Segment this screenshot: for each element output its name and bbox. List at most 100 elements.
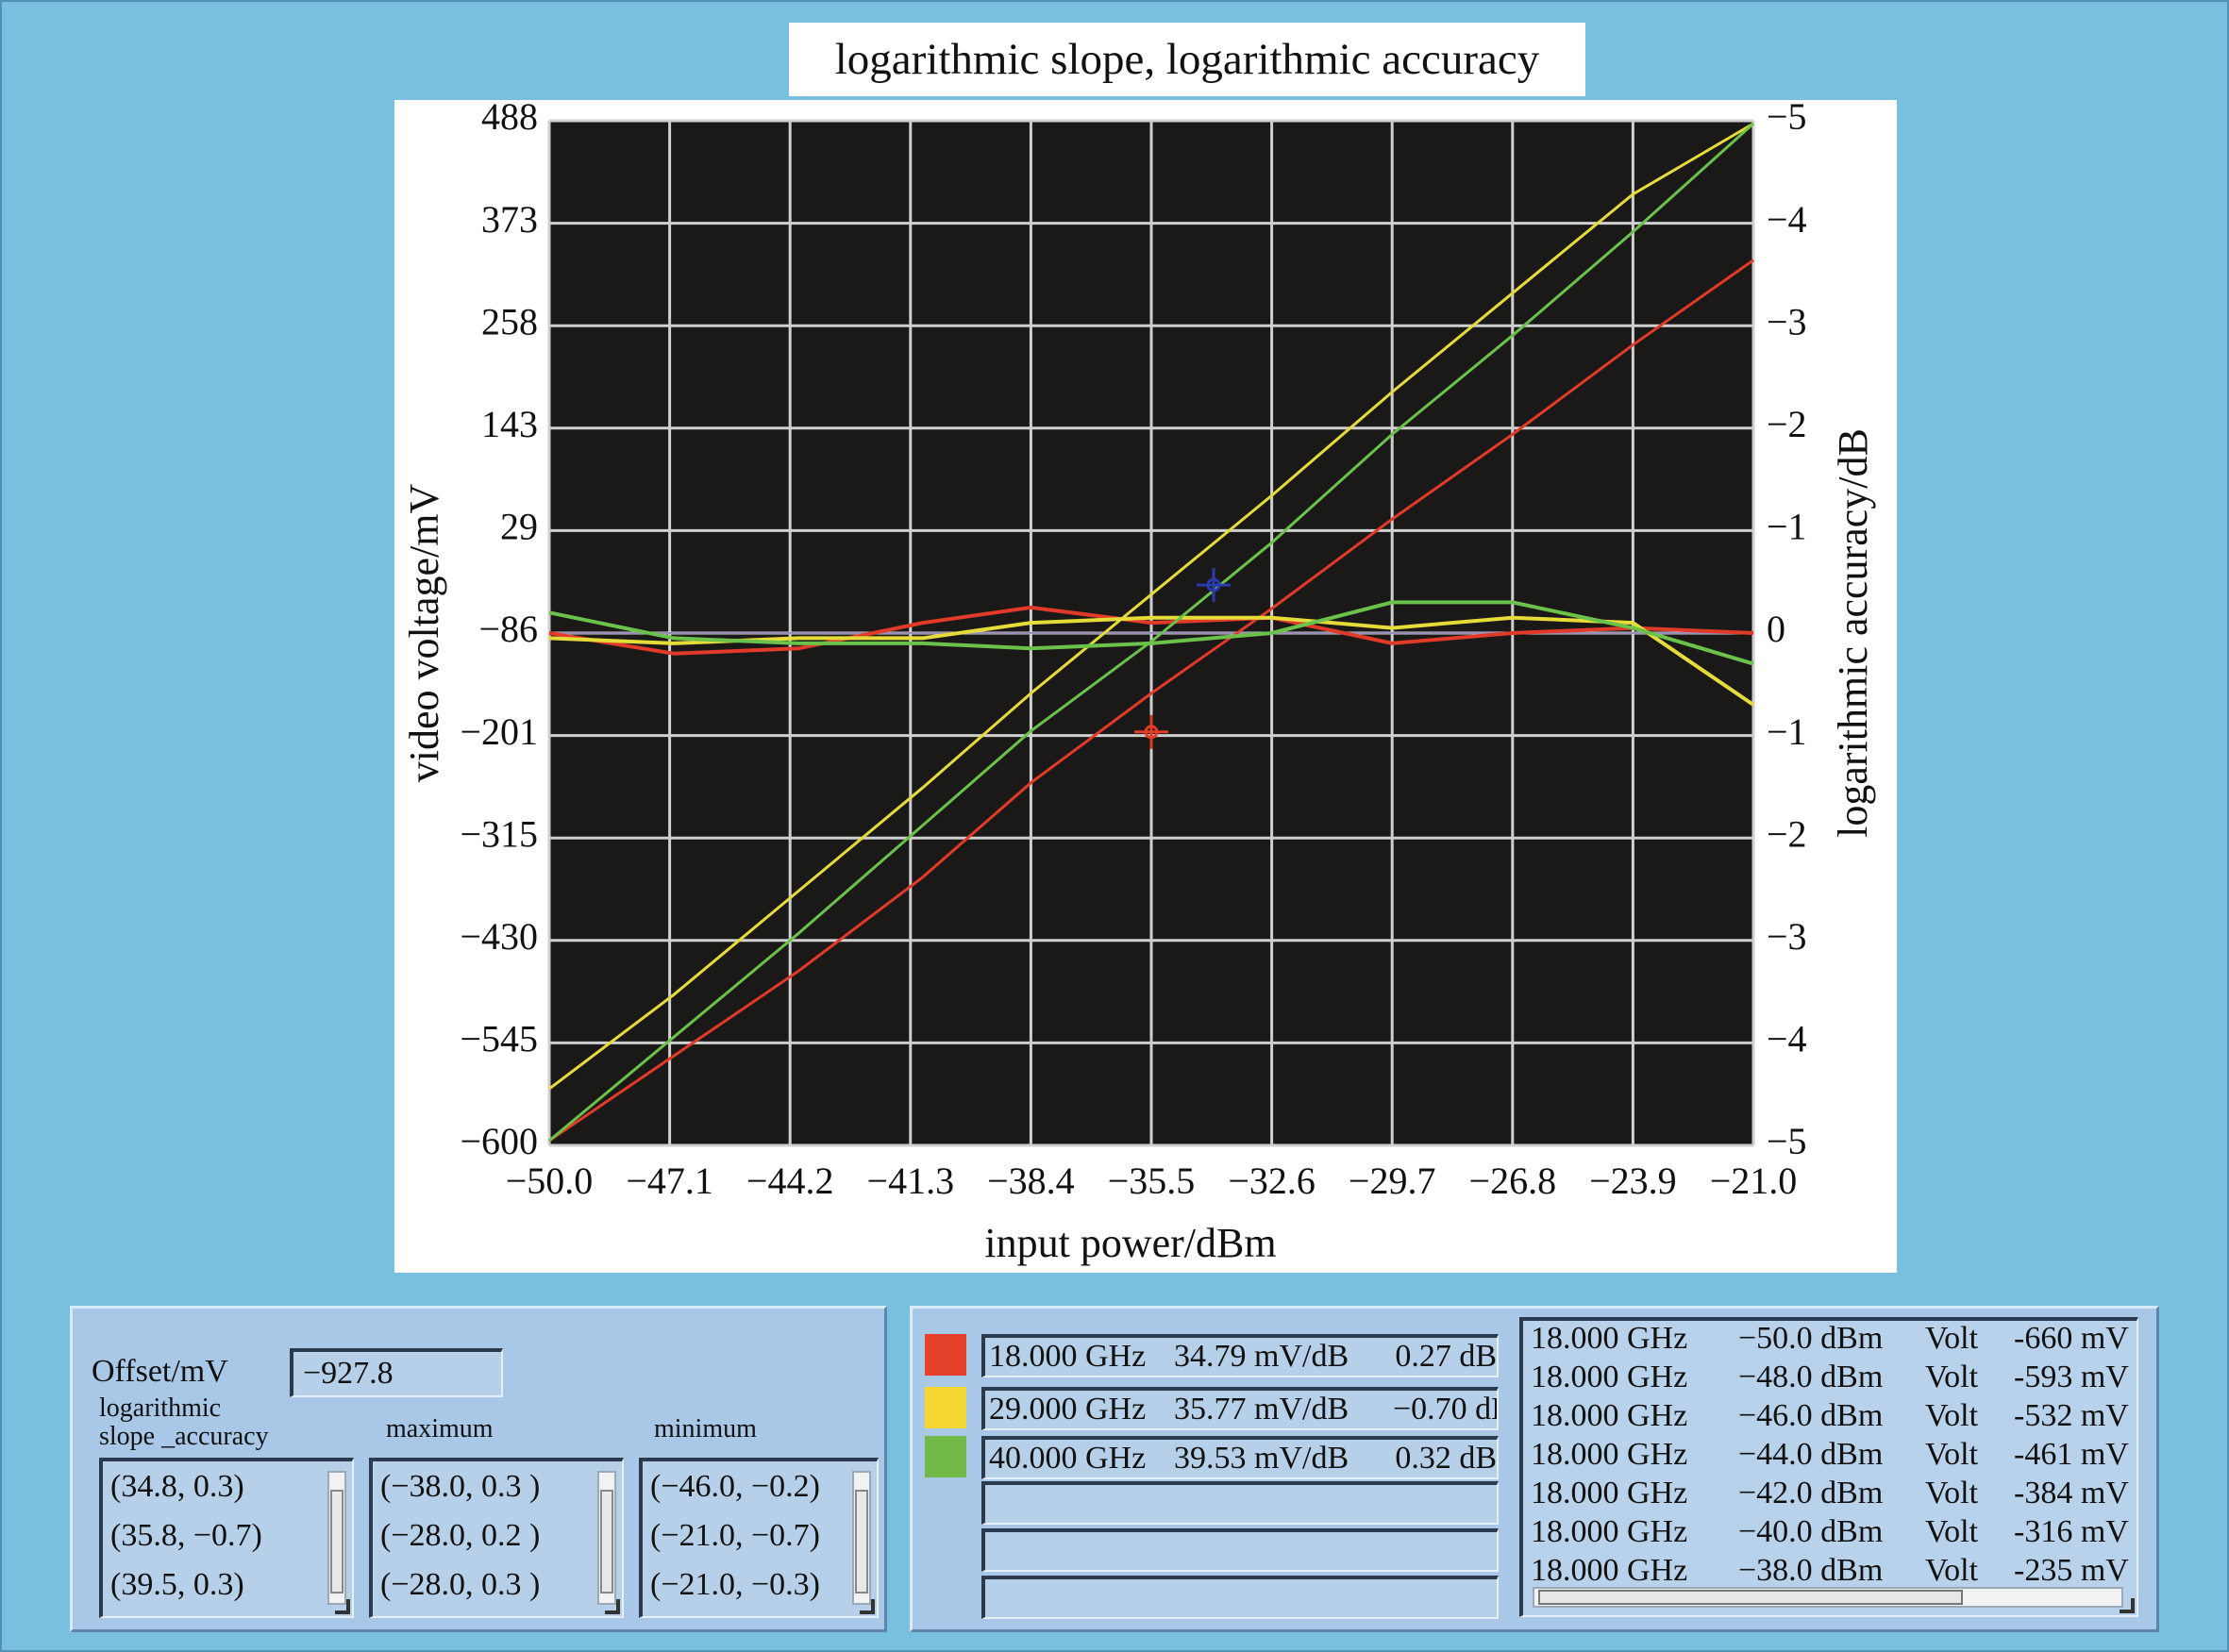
y-tick-label: −315 <box>460 812 538 855</box>
meas-power: −42.0 dBm <box>1738 1476 1884 1510</box>
y-tick-label: 29 <box>500 506 538 548</box>
y2-tick-label: −2 <box>1767 812 1807 855</box>
x-tick-label: −21.0 <box>1710 1160 1798 1202</box>
y-tick-label: 373 <box>481 198 538 241</box>
resize-corner <box>860 1599 875 1614</box>
offset-value: −927.8 <box>303 1356 394 1391</box>
list-item[interactable]: (−28.0, 0.3 ) <box>380 1567 541 1602</box>
measurement-hscrollbar[interactable] <box>1533 1587 2123 1608</box>
list-item[interactable]: 18.000 GHz −50.0 dBm Volt -660 mV <box>1531 1321 2135 1359</box>
axis-ticks: −50.0 −47.1 −44.2 −41.3 −38.4 −35.5 −32.6 −29.7… <box>460 100 1806 1202</box>
list-item[interactable]: 18.000 GHz −46.0 dBm Volt -532 mV <box>1531 1398 2135 1436</box>
y-tick-label: 258 <box>481 300 538 342</box>
offset-accuracy-panel: Offset/mV −927.8 logarithmic slope _accu… <box>70 1306 887 1632</box>
offset-field[interactable]: −927.8 <box>290 1348 503 1397</box>
meas-freq: 18.000 GHz <box>1531 1476 1688 1510</box>
list-item[interactable]: (−28.0, 0.2 ) <box>380 1518 541 1553</box>
maximum-list[interactable]: (−38.0, 0.3 ) (−28.0, 0.2 ) (−28.0, 0.3 … <box>369 1458 624 1618</box>
resize-corner <box>605 1599 620 1614</box>
series-lines <box>548 122 1755 1143</box>
measurement-list[interactable]: 18.000 GHz −50.0 dBm Volt -660 mV 18.000… <box>1519 1317 2138 1617</box>
meas-unit: Volt <box>1925 1553 1979 1588</box>
meas-power: −48.0 dBm <box>1738 1360 1884 1394</box>
accuracy-scrollbar[interactable] <box>327 1471 346 1605</box>
meas-value: -593 mV <box>2014 1360 2129 1394</box>
minimum-list[interactable]: (−46.0, −0.2) (−21.0, −0.7) (−21.0, −0.3… <box>639 1458 879 1618</box>
accuracy-list[interactable]: (34.8, 0.3) (35.8, −0.7) (39.5, 0.3) <box>99 1458 354 1618</box>
maximum-scrollbar[interactable] <box>597 1471 616 1605</box>
meas-unit: Volt <box>1925 1360 1979 1394</box>
accuracy-header-line1: logarithmic <box>99 1393 222 1423</box>
y2-tick-label: −1 <box>1767 710 1807 753</box>
y2-tick-label: −1 <box>1767 506 1807 548</box>
meas-value: -384 mV <box>2014 1476 2129 1510</box>
list-item[interactable]: (−38.0, 0.3 ) <box>380 1469 541 1504</box>
frequency-row-18ghz[interactable]: 18.000 GHz 34.79 mV/dB 0.27 dB <box>981 1334 1499 1377</box>
series-voltage-line-1 <box>548 122 1754 1091</box>
list-item[interactable]: (34.8, 0.3) <box>110 1469 244 1504</box>
meas-freq: 18.000 GHz <box>1531 1553 1688 1588</box>
scrollbar-thumb[interactable] <box>1538 1590 1963 1605</box>
series-accuracy-line-2 <box>548 600 1754 666</box>
scrollbar-thumb[interactable] <box>330 1490 344 1594</box>
y2-tick-label: −5 <box>1767 100 1807 138</box>
frequency-row-empty[interactable] <box>981 1576 1499 1619</box>
meas-unit: Volt <box>1925 1514 1979 1549</box>
y2-tick-label: −2 <box>1767 403 1807 445</box>
series-voltage-line-0 <box>548 259 1754 1143</box>
frequency-row-40ghz[interactable]: 40.000 GHz 39.53 mV/dB 0.32 dB <box>981 1436 1499 1479</box>
minimum-scrollbar[interactable] <box>852 1471 871 1605</box>
accuracy-value: 0.27 dB <box>1395 1339 1497 1374</box>
series-swatch-18ghz <box>925 1334 966 1376</box>
series-accuracy-line-0 <box>548 605 1754 656</box>
x-tick-label: −50.0 <box>506 1160 594 1202</box>
frequency-row-empty[interactable] <box>981 1528 1499 1572</box>
x-tick-label: −47.1 <box>626 1160 713 1202</box>
meas-unit: Volt <box>1925 1476 1979 1510</box>
list-item[interactable]: 18.000 GHz −40.0 dBm Volt -316 mV <box>1531 1514 2135 1552</box>
meas-freq: 18.000 GHz <box>1531 1514 1688 1549</box>
frequency-row-29ghz[interactable]: 29.000 GHz 35.77 mV/dB −0.70 dB <box>981 1387 1499 1430</box>
freq-value: 18.000 GHz <box>989 1339 1147 1374</box>
y-tick-label: −86 <box>478 608 538 650</box>
meas-value: -660 mV <box>2014 1321 2129 1356</box>
meas-freq: 18.000 GHz <box>1531 1398 1688 1433</box>
x-tick-label: −35.5 <box>1108 1160 1196 1202</box>
x-axis-label: input power/dBm <box>984 1220 1276 1266</box>
list-item[interactable]: (−46.0, −0.2) <box>650 1469 820 1504</box>
chart-title-text: logarithmic slope, logarithmic accuracy <box>834 35 1540 84</box>
list-item[interactable]: (−21.0, −0.3) <box>650 1567 820 1602</box>
y2-tick-label: −4 <box>1767 1018 1807 1060</box>
list-item[interactable]: 18.000 GHz −38.0 dBm Volt -235 mV <box>1531 1553 2135 1591</box>
list-item[interactable]: (−21.0, −0.7) <box>650 1518 820 1553</box>
freq-value: 40.000 GHz <box>989 1441 1147 1476</box>
resize-corner <box>335 1599 350 1614</box>
scrollbar-thumb[interactable] <box>600 1490 613 1594</box>
chart-title: logarithmic slope, logarithmic accuracy <box>789 23 1585 96</box>
offset-label: Offset/mV <box>92 1354 228 1389</box>
meas-value: -235 mV <box>2014 1553 2129 1588</box>
crosshair-marker-1[interactable] <box>1197 568 1231 603</box>
frequency-row-empty[interactable] <box>981 1481 1499 1525</box>
x-tick-label: −32.6 <box>1228 1160 1316 1202</box>
list-item[interactable]: 18.000 GHz −44.0 dBm Volt -461 mV <box>1531 1437 2135 1475</box>
list-item[interactable]: 18.000 GHz −42.0 dBm Volt -384 mV <box>1531 1476 2135 1513</box>
accuracy-value: 0.32 dB <box>1395 1441 1497 1476</box>
meas-unit: Volt <box>1925 1321 1979 1356</box>
list-item[interactable]: (39.5, 0.3) <box>110 1567 244 1602</box>
x-tick-label: −29.7 <box>1349 1160 1436 1202</box>
meas-power: −50.0 dBm <box>1738 1321 1884 1356</box>
x-tick-label: −26.8 <box>1469 1160 1557 1202</box>
minimum-header: minimum <box>654 1414 757 1443</box>
y2-tick-label: −3 <box>1767 300 1807 342</box>
series-swatch-29ghz <box>925 1387 966 1428</box>
scrollbar-thumb[interactable] <box>855 1490 868 1594</box>
crosshair-marker-0[interactable] <box>1134 714 1168 749</box>
meas-unit: Volt <box>1925 1437 1979 1472</box>
slope-value: 39.53 mV/dB <box>1174 1441 1349 1476</box>
meas-power: −46.0 dBm <box>1738 1398 1884 1433</box>
list-item[interactable]: 18.000 GHz −48.0 dBm Volt -593 mV <box>1531 1360 2135 1397</box>
y-tick-label: −545 <box>460 1018 538 1060</box>
list-item[interactable]: (35.8, −0.7) <box>110 1518 262 1553</box>
